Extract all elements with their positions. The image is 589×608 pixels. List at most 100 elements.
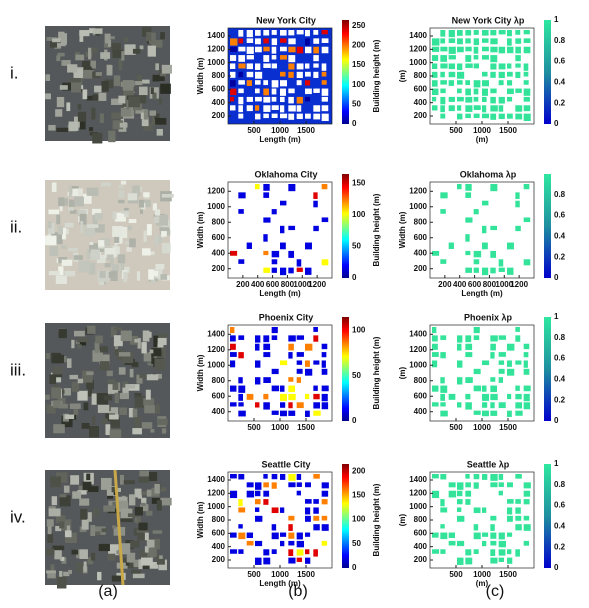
x-axis-label: Length (m) [259,289,301,298]
image-block [120,97,131,107]
image-block [48,222,55,234]
building [280,507,285,513]
image-block [64,530,72,538]
building [263,557,271,565]
building [490,410,498,416]
building [313,55,319,62]
image-block [156,214,168,226]
building [465,549,472,556]
colorbar-tick-label: 0 [352,416,357,425]
building [473,30,479,35]
image-block [108,407,119,416]
colorbar-tick-label: 1 [554,459,559,468]
image-block [110,417,120,428]
building [523,63,529,71]
building [271,30,277,35]
image-block [58,403,69,409]
building [263,352,271,358]
image-block [70,78,82,83]
y-tick-label: 600 [414,233,428,242]
image-block [160,83,171,94]
building [238,524,243,529]
building [230,55,237,61]
image-block [158,559,167,571]
building [498,532,505,540]
image-block [106,370,113,377]
building [296,46,304,54]
building [515,55,521,62]
building [255,71,263,79]
image-block [86,473,91,481]
image-block [79,30,90,37]
building [448,46,456,54]
building [457,30,463,36]
building [482,267,489,276]
colorbar-tick-label: 0.8 [554,480,566,489]
colorbar-tick-label: 50 [352,539,361,548]
image-block [71,549,79,555]
building [440,474,447,480]
building [305,549,310,555]
building [523,352,529,358]
colorbar-tick-label: 0.8 [554,190,566,199]
image-block [141,557,153,566]
image-block [91,107,96,120]
building [305,393,310,400]
x-tick-label: 1000 [495,280,513,289]
image-block [72,188,80,197]
image-block [119,407,128,415]
building [482,200,489,206]
image-block [79,498,90,506]
building [280,113,288,119]
building [288,474,296,481]
building [448,71,456,78]
image-block [92,415,96,426]
building [238,335,245,340]
building [230,335,236,342]
image-block [144,532,149,541]
building [432,38,440,46]
building [482,88,488,96]
colorbar-tick-label: 50 [352,371,361,380]
building [246,105,253,112]
building [465,184,472,191]
image-block [136,271,141,281]
building [482,507,487,513]
building [440,30,446,37]
building [313,402,321,409]
building [296,96,303,104]
image-block [158,333,168,338]
image-block [49,246,59,257]
image-block [56,214,61,225]
building [515,46,521,54]
building [230,88,237,96]
colorbar-tick-label: 1 [554,15,559,24]
image-block [139,549,148,559]
building [440,259,447,264]
building [280,410,287,417]
image-block [156,128,163,136]
image-block [53,424,65,434]
building [507,557,513,564]
panel-title: New York City λp [452,15,525,25]
building [263,80,269,86]
building [246,96,253,102]
colorbar-tick-label: 0.6 [554,211,566,220]
building [498,267,505,272]
building [271,474,278,480]
y-tick-label: 200 [414,264,428,273]
panel-title: Oklahoma City [254,169,317,179]
building [230,343,236,350]
y-tick-label: 600 [212,84,226,93]
building [490,524,495,531]
building [457,105,462,111]
image-block [82,370,93,383]
image-block [118,199,125,204]
colorbar-tick-label: 0 [554,416,559,425]
building [507,96,513,102]
building [271,96,277,102]
building [246,242,252,249]
building [498,352,506,357]
colorbar-tick-label: 0.4 [554,522,566,531]
image-block [50,476,62,488]
